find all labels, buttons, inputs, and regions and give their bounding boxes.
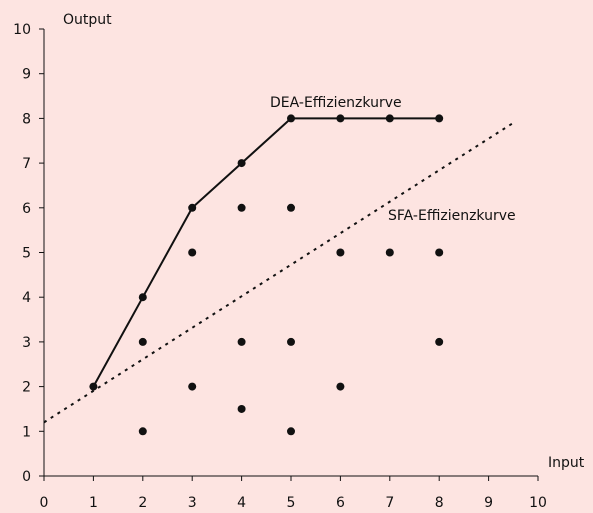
dea-curve-line [92, 117, 440, 388]
data-point [435, 248, 444, 257]
x-tick-label: 6 [336, 495, 345, 511]
y-tick-label: 9 [22, 67, 31, 83]
data-point [385, 114, 394, 123]
data-point [237, 404, 246, 413]
y-tick-label: 0 [22, 469, 31, 485]
data-point [287, 427, 295, 436]
data-point [138, 293, 147, 302]
x-tick-label: 3 [188, 495, 197, 511]
data-point [188, 248, 197, 257]
axes: 0 1 2 3 4 5 6 7 8 9 10 0 1 2 3 4 5 6 7 8 9 10 [13, 22, 547, 511]
curves [43, 117, 514, 424]
data-point [188, 382, 197, 391]
data-point [336, 114, 345, 123]
data-point [237, 337, 246, 346]
data-point [336, 382, 345, 391]
y-tick-label: 6 [22, 201, 31, 217]
data-point [385, 248, 394, 257]
x-axis-title: Input [548, 455, 585, 471]
x-tick-label: 7 [385, 495, 394, 511]
data-point [237, 203, 246, 212]
y-tick-label: 2 [22, 380, 31, 396]
data-point [435, 337, 444, 346]
x-tick-label: 9 [484, 495, 493, 511]
data-point [435, 114, 444, 123]
y-tick-label: 5 [22, 246, 31, 262]
data-point [138, 427, 147, 436]
x-tick-label: 0 [40, 495, 49, 511]
x-tick-label: 2 [138, 495, 147, 511]
x-tick-label: 4 [237, 495, 246, 511]
data-point [138, 337, 147, 346]
data-point [336, 248, 345, 257]
x-tick-label: 8 [435, 495, 444, 511]
y-tick-label: 4 [22, 290, 31, 306]
x-tick-label: 5 [287, 495, 296, 511]
sfa-curve-label: SFA-Effizienzkurve [388, 208, 516, 224]
data-point [237, 159, 246, 168]
data-points [89, 114, 444, 436]
y-tick-label: 3 [22, 335, 31, 351]
data-point [287, 203, 295, 212]
y-tick-label: 10 [13, 22, 31, 38]
data-point [89, 382, 98, 391]
x-tick-label: 10 [529, 495, 547, 511]
y-tick-label: 7 [22, 156, 31, 172]
y-tick-label: 8 [22, 111, 31, 127]
y-tick-label: 1 [22, 424, 31, 440]
data-point [188, 203, 197, 212]
dea-curve-label: DEA-Effizienzkurve [270, 95, 402, 111]
x-tick-label: 1 [89, 495, 98, 511]
data-point [287, 337, 295, 346]
y-axis-title: Output [63, 12, 112, 28]
data-point [287, 114, 295, 123]
